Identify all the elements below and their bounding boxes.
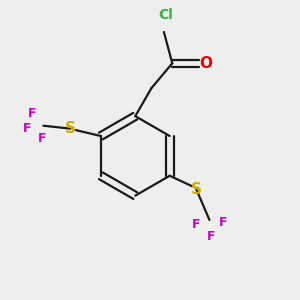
- Text: F: F: [23, 122, 32, 135]
- Text: S: S: [191, 182, 202, 196]
- Text: F: F: [28, 107, 37, 120]
- Text: O: O: [199, 56, 212, 71]
- Text: Cl: Cl: [158, 8, 173, 22]
- Text: F: F: [192, 218, 200, 231]
- Text: F: F: [38, 133, 46, 146]
- Text: F: F: [218, 216, 227, 230]
- Text: S: S: [65, 121, 76, 136]
- Text: F: F: [207, 230, 215, 243]
